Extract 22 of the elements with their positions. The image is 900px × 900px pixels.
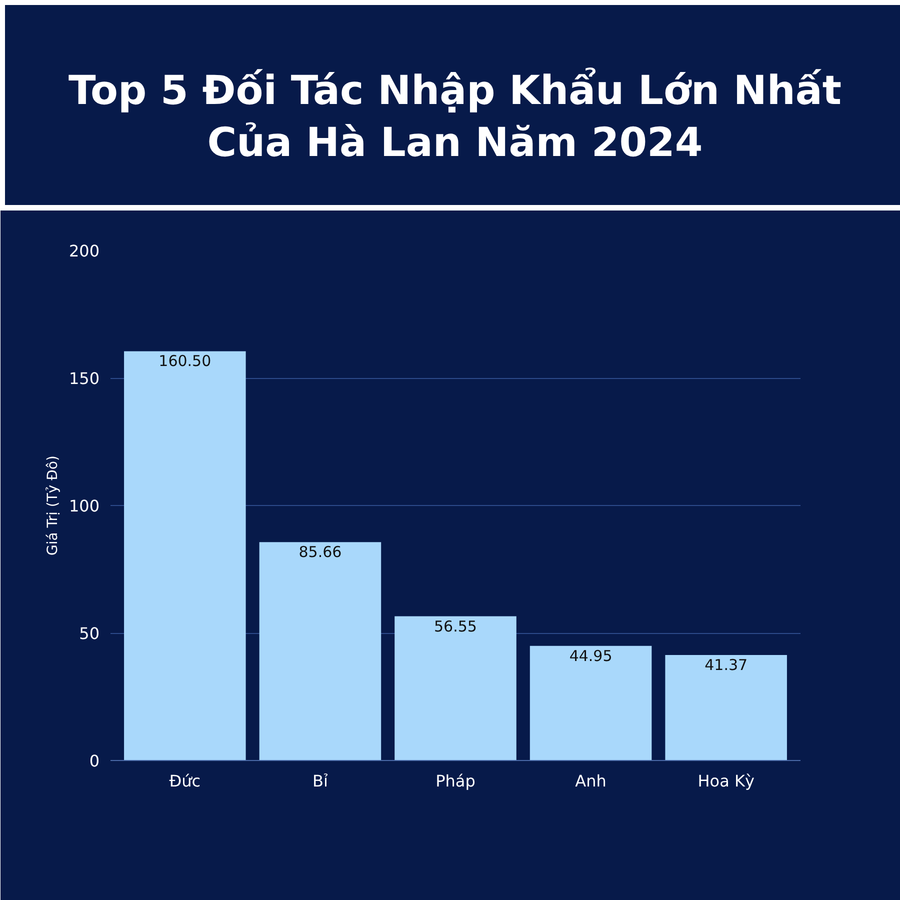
data-label: 85.66 xyxy=(298,543,342,562)
y-tick-label: 50 xyxy=(79,624,100,643)
y-tick-label: 0 xyxy=(89,752,100,770)
y-axis-title: Giá Trị (Tỷ Đô) xyxy=(44,456,61,556)
bar xyxy=(124,351,246,760)
x-tick-label: Đức xyxy=(169,772,201,790)
y-tick-label: 100 xyxy=(68,496,100,516)
chart-title: Top 5 Đối Tác Nhập Khẩu Lớn Nhất Của Hà Lan Năm 2024 xyxy=(68,66,842,168)
bar xyxy=(665,655,787,760)
x-tick-label: Anh xyxy=(575,772,606,790)
bar xyxy=(259,542,382,760)
data-label: 56.55 xyxy=(434,617,477,636)
y-tick-label: 150 xyxy=(68,369,100,388)
y-tick-label: 200 xyxy=(68,242,100,260)
data-label: 44.95 xyxy=(569,646,612,665)
x-tick-label: Pháp xyxy=(436,772,476,790)
bar xyxy=(530,646,652,760)
x-tick-label: Bỉ xyxy=(312,772,328,790)
data-label: 41.37 xyxy=(704,656,748,674)
data-label: 160.50 xyxy=(158,352,212,370)
bar xyxy=(394,616,516,760)
x-tick-label: Hoa Kỳ xyxy=(698,772,754,790)
